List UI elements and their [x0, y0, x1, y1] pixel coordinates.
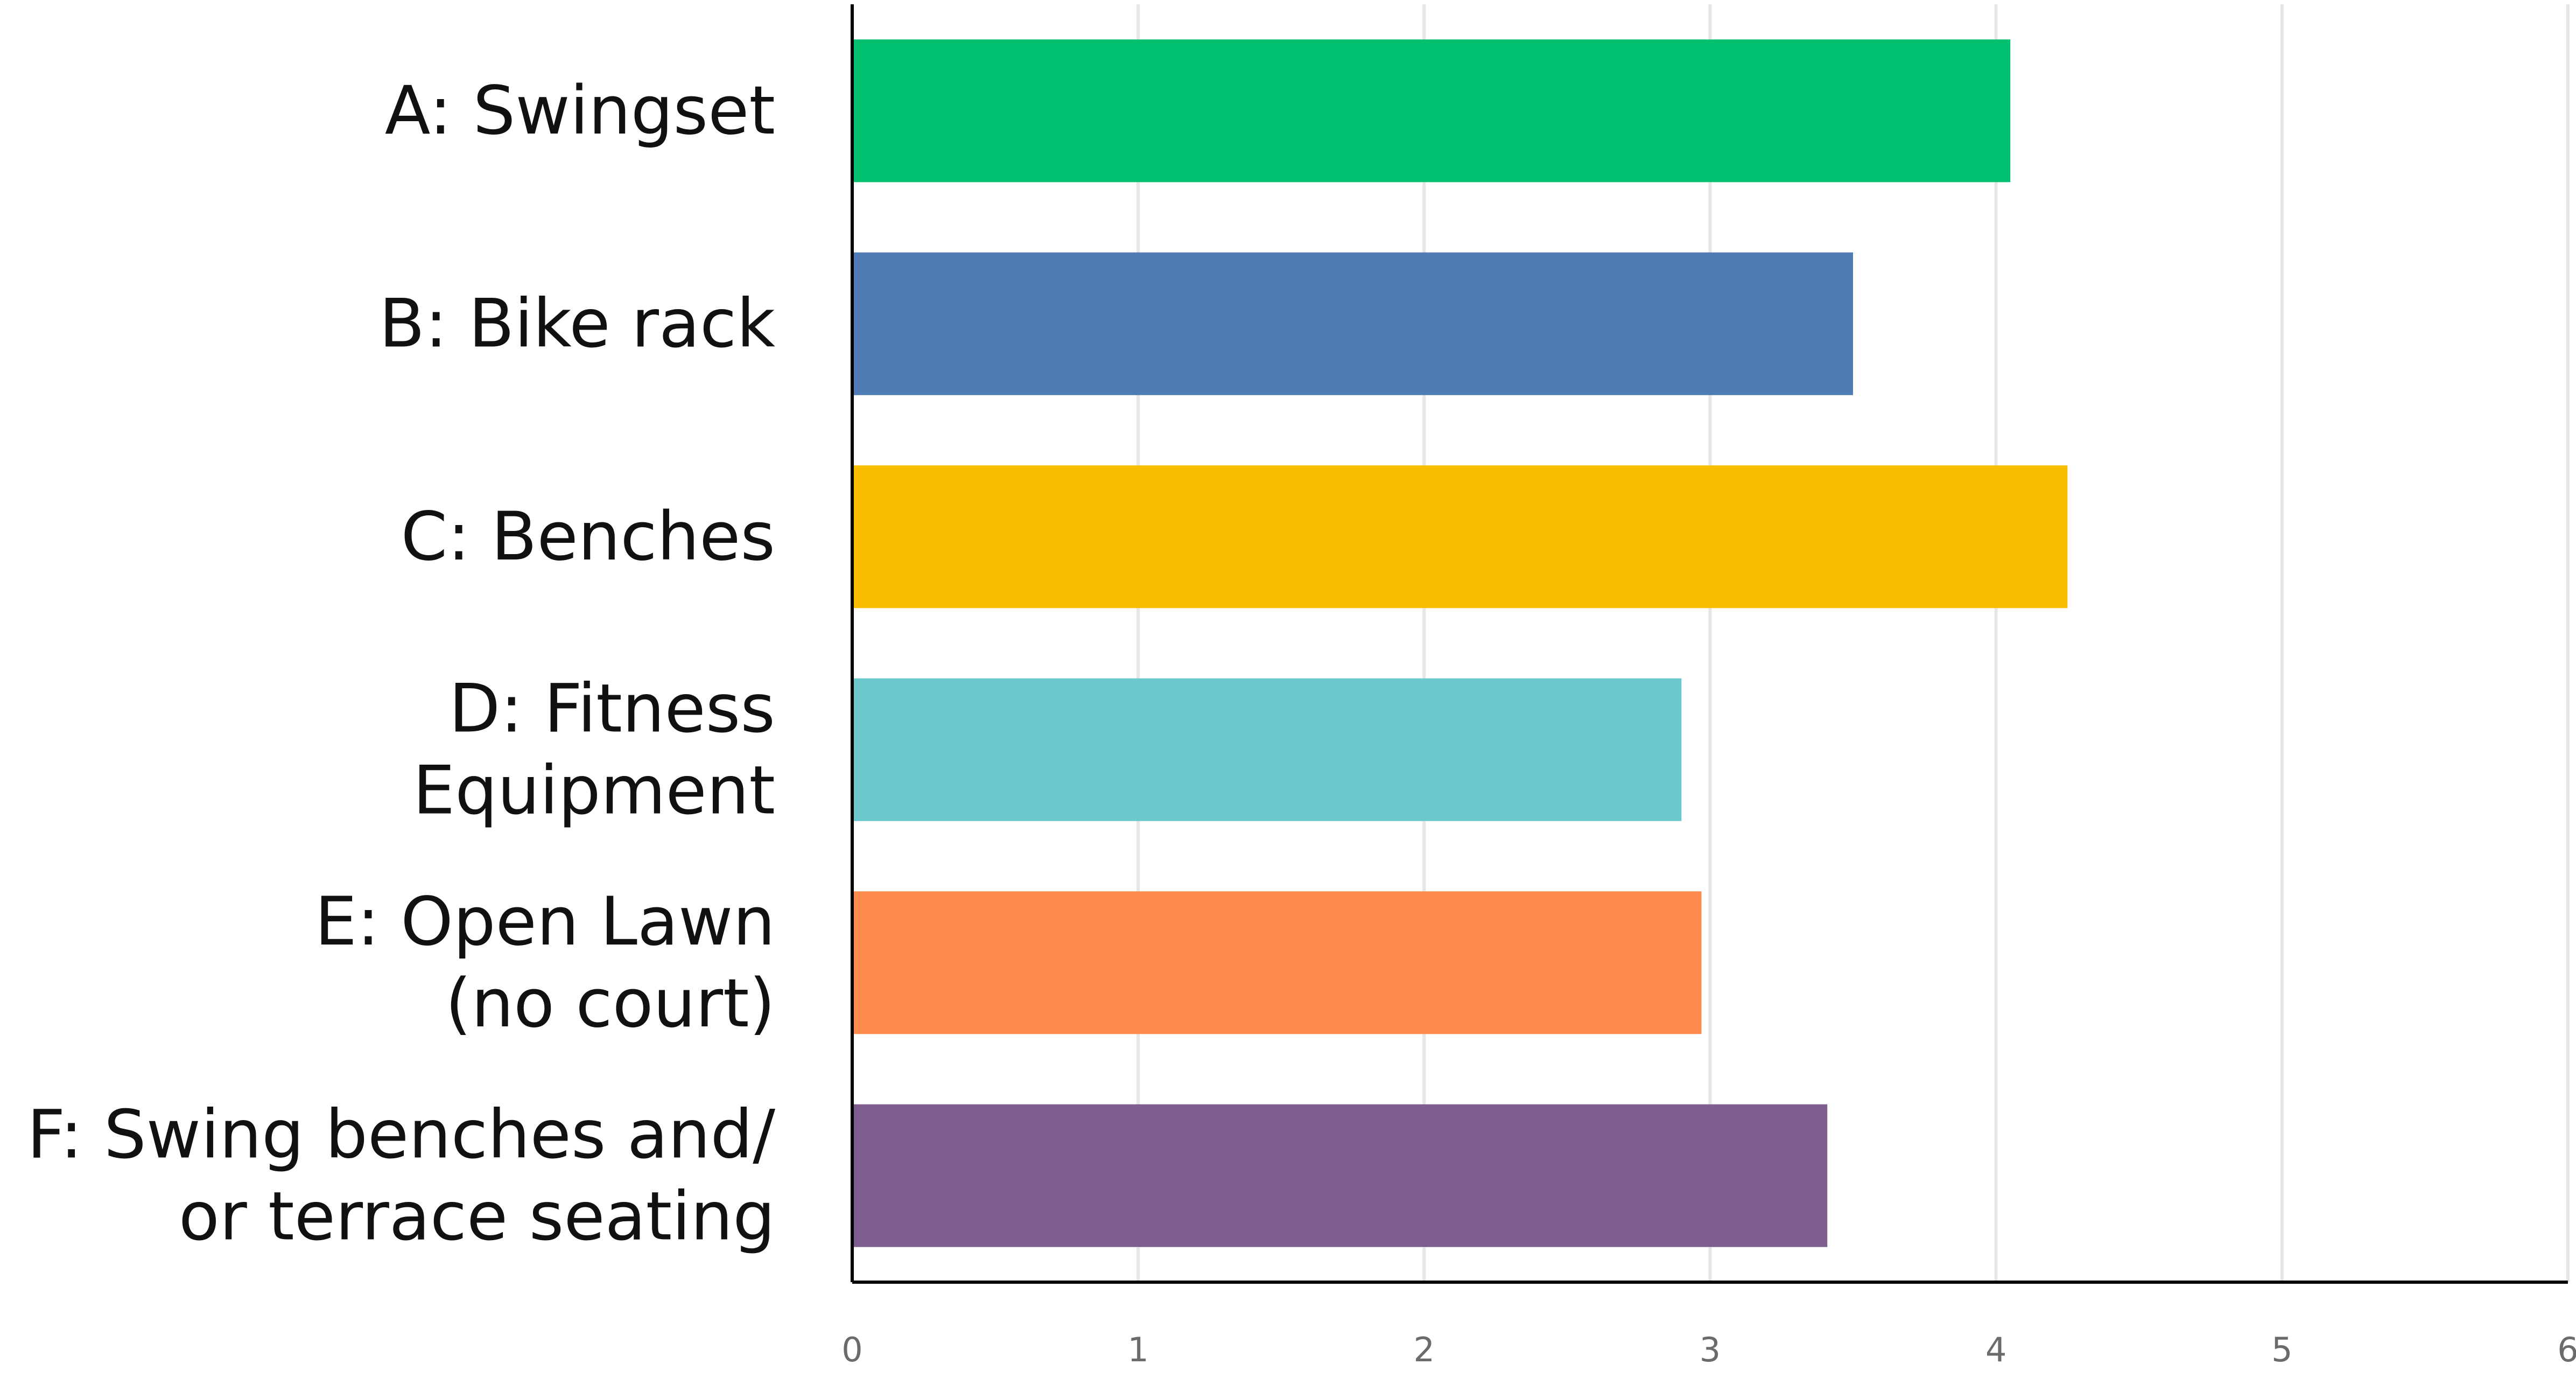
- category-label-line: A: Swingset: [385, 72, 775, 150]
- category-label-line: B: Bike rack: [379, 285, 775, 362]
- bar-0: [852, 39, 2011, 183]
- category-label-line: (no court): [445, 965, 775, 1043]
- x-tick-label-3: 3: [1700, 1330, 1721, 1369]
- bar-4: [852, 891, 1702, 1034]
- bar-5: [852, 1104, 1828, 1247]
- x-tick-label-2: 2: [1414, 1330, 1435, 1369]
- x-tick-label-1: 1: [1127, 1330, 1148, 1369]
- category-label-5: F: Swing benches and/or terrace seating: [27, 1096, 775, 1255]
- gridlines: [1136, 4, 2570, 1282]
- x-tick-label-5: 5: [2271, 1330, 2292, 1369]
- category-label-line: or terrace seating: [179, 1178, 775, 1255]
- category-label-0: A: Swingset: [385, 72, 775, 150]
- bar-3: [852, 678, 1682, 821]
- category-label-1: B: Bike rack: [379, 285, 775, 362]
- category-label-line: E: Open Lawn: [315, 883, 775, 961]
- category-labels: A: Swingset B: Bike rack C: Benches D: Fitn…: [27, 72, 775, 1256]
- category-label-line: C: Benches: [401, 498, 775, 576]
- category-label-line: D: Fitness: [449, 670, 775, 747]
- x-tick-label-6: 6: [2557, 1330, 2576, 1369]
- category-label-line: Equipment: [413, 752, 775, 829]
- category-label-4: E: Open Lawn (no court): [315, 883, 775, 1043]
- x-tick-labels: 0 1 2 3 4 5 6: [841, 1330, 2576, 1369]
- bars: [852, 39, 2068, 1247]
- category-label-line: F: Swing benches and/: [27, 1096, 775, 1173]
- x-tick-label-0: 0: [841, 1330, 862, 1369]
- bar-2: [852, 465, 2068, 608]
- x-tick-label-4: 4: [1985, 1330, 2006, 1369]
- category-label-3: D: Fitness Equipment: [413, 670, 775, 829]
- category-label-2: C: Benches: [401, 498, 775, 576]
- bar-1: [852, 252, 1854, 395]
